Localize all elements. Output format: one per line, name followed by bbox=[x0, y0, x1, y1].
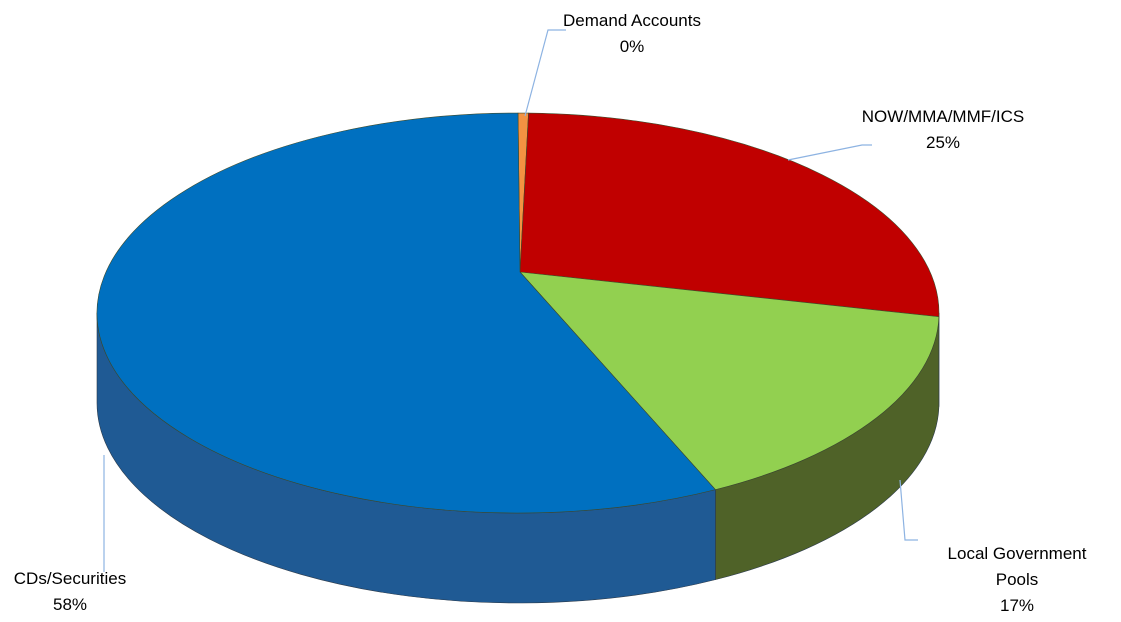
category-label: Local Government Pools bbox=[947, 544, 1087, 589]
pie-slice bbox=[96, 112, 716, 514]
data-label: Local Government Pools 17% bbox=[942, 541, 1092, 619]
value-label: 17% bbox=[999, 596, 1035, 615]
leader-line bbox=[899, 479, 918, 541]
leader-line bbox=[787, 144, 872, 161]
data-label: Demand Accounts 0% bbox=[542, 8, 722, 60]
data-label: NOW/MMA/MMF/ICS 25% bbox=[853, 104, 1033, 156]
tops bbox=[96, 112, 940, 514]
pie-slice bbox=[519, 112, 940, 318]
category-label: NOW/MMA/MMF/ICS bbox=[861, 107, 1025, 126]
leader-line bbox=[524, 29, 566, 117]
category-label: Demand Accounts bbox=[563, 11, 701, 30]
value-label: 0% bbox=[619, 37, 645, 56]
value-label: 25% bbox=[925, 133, 961, 152]
value-label: 58% bbox=[52, 595, 88, 614]
pie-slice bbox=[519, 271, 940, 490]
leader-lines bbox=[103, 29, 918, 572]
data-label: CDs/Securities 58% bbox=[0, 566, 160, 618]
category-label: CDs/Securities bbox=[13, 569, 127, 588]
